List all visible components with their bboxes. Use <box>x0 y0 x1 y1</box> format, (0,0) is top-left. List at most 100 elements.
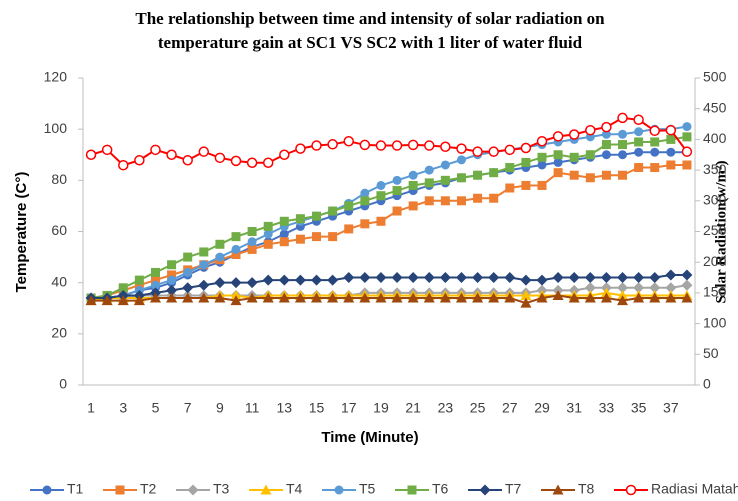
legend-label: T2 <box>140 481 157 497</box>
point <box>312 211 322 221</box>
x-tick-label: 33 <box>599 400 615 416</box>
point <box>183 252 193 262</box>
point <box>601 170 611 180</box>
point <box>569 152 579 162</box>
point <box>279 216 289 226</box>
point <box>359 272 371 284</box>
point <box>214 277 226 289</box>
point <box>650 147 660 157</box>
point <box>634 163 644 173</box>
point <box>617 272 629 284</box>
legend-marker <box>407 485 417 495</box>
y2-tick-label: 150 <box>703 284 727 300</box>
y2-tick-label: 350 <box>703 161 727 177</box>
point <box>601 140 611 150</box>
point <box>263 239 273 249</box>
point <box>392 206 402 216</box>
point <box>618 170 628 180</box>
point <box>230 277 242 289</box>
series-line <box>90 116 688 167</box>
point <box>391 292 403 303</box>
point <box>311 292 323 303</box>
point <box>279 229 289 239</box>
point <box>650 163 660 173</box>
point <box>681 279 693 291</box>
point <box>198 279 210 291</box>
legend-marker <box>115 485 125 495</box>
point <box>407 292 419 303</box>
point <box>150 267 160 277</box>
point <box>407 272 419 284</box>
point <box>247 227 257 236</box>
point <box>681 292 693 303</box>
point <box>600 292 612 303</box>
point <box>183 267 193 277</box>
point <box>455 292 467 303</box>
point <box>649 125 660 137</box>
point <box>568 272 580 284</box>
point <box>634 127 644 137</box>
x-tick-label: 11 <box>245 400 260 416</box>
point <box>601 150 611 160</box>
point <box>360 188 370 198</box>
point <box>327 139 338 150</box>
point <box>118 159 129 171</box>
point <box>423 272 435 284</box>
y-tick-label: 40 <box>51 273 67 289</box>
y2-tick-label: 500 <box>703 69 727 85</box>
point <box>634 137 644 147</box>
x-tick-label: 13 <box>277 400 293 416</box>
point <box>231 250 241 260</box>
point <box>375 140 387 151</box>
point <box>473 170 483 180</box>
point <box>553 150 563 160</box>
y-axis-label: Temperature (C°) <box>13 172 30 293</box>
x-tick-label: 5 <box>152 400 160 416</box>
point <box>343 272 355 284</box>
point <box>456 155 466 165</box>
series-line <box>90 291 687 302</box>
point <box>617 282 629 294</box>
point <box>279 237 289 247</box>
x-tick-label: 21 <box>405 400 421 416</box>
point <box>328 232 338 242</box>
point <box>311 140 322 151</box>
point <box>247 244 257 254</box>
point <box>215 252 225 262</box>
legend-marker <box>187 484 199 496</box>
point <box>633 292 645 303</box>
legend-label: T6 <box>432 481 449 497</box>
point <box>618 129 628 139</box>
legend-label: T4 <box>286 481 303 497</box>
point <box>392 186 402 196</box>
point <box>359 139 371 151</box>
legend-marker <box>552 484 564 495</box>
x-tick-label: 25 <box>470 400 486 416</box>
y-tick-label: 100 <box>44 120 68 136</box>
point <box>553 157 563 167</box>
point <box>520 142 532 154</box>
chart-title: temperature gain at SC1 VS SC2 with 1 li… <box>158 33 583 52</box>
point <box>537 152 547 162</box>
point <box>246 157 258 168</box>
point <box>134 280 144 290</box>
point <box>246 277 258 289</box>
point <box>682 122 692 132</box>
point <box>327 292 339 303</box>
point <box>376 180 386 190</box>
point <box>601 129 611 139</box>
point <box>600 272 612 284</box>
x-tick-label: 9 <box>216 400 224 416</box>
point <box>666 160 676 170</box>
x-tick-label: 1 <box>87 400 95 416</box>
point <box>376 191 386 201</box>
y2-tick-label: 0 <box>703 376 711 392</box>
point <box>520 289 532 300</box>
point <box>569 170 579 180</box>
point <box>295 234 305 244</box>
series-line <box>90 135 688 300</box>
point <box>423 292 435 303</box>
series-line <box>91 294 687 305</box>
point <box>521 180 531 190</box>
